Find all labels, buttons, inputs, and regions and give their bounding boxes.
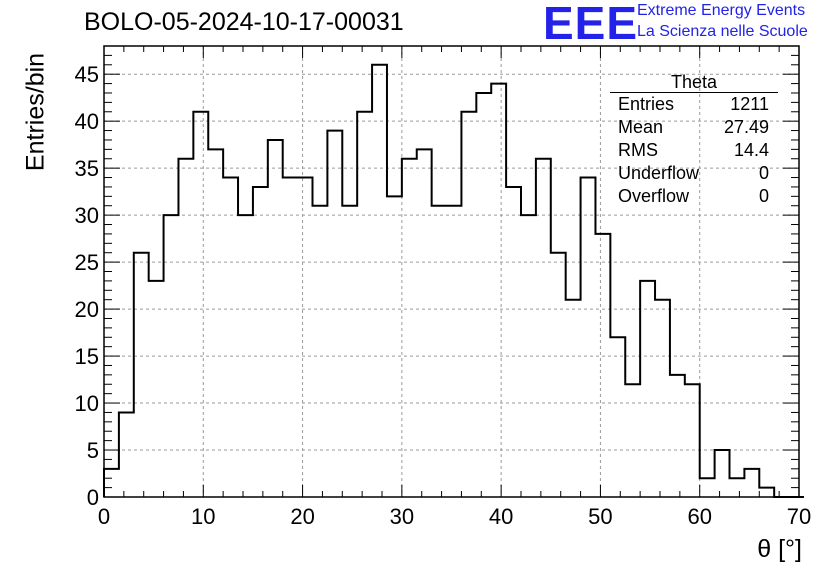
stats-label: Mean — [618, 117, 664, 137]
stats-row-mean: Mean 27.49 — [610, 116, 778, 139]
y-tick-label: 15 — [75, 344, 99, 369]
stats-title: Theta — [610, 72, 778, 93]
x-tick-label: 40 — [489, 504, 513, 529]
y-tick-label: 10 — [75, 391, 99, 416]
stats-row-overflow: Overflow 0 — [610, 185, 778, 208]
x-tick-label: 70 — [787, 504, 811, 529]
x-axis-label: θ [°] — [757, 535, 802, 563]
y-tick-label: 20 — [75, 297, 99, 322]
x-tick-label: 0 — [98, 504, 110, 529]
stats-label: RMS — [618, 140, 658, 160]
stats-row-entries: Entries 1211 — [610, 93, 778, 116]
y-tick-label: 40 — [75, 109, 99, 134]
stats-value: 1211 — [730, 94, 769, 114]
y-axis-label: Entries/bin — [21, 52, 50, 172]
eee-logo: EEE — [543, 0, 639, 49]
stats-value: 14.4 — [733, 140, 769, 160]
stats-label: Underflow — [618, 163, 700, 183]
stats-box: Theta Entries 1211 Mean 27.49 RMS 14.4 U… — [610, 72, 778, 208]
y-tick-label: 5 — [87, 438, 99, 463]
y-tick-label: 45 — [75, 62, 99, 87]
logo-caption-line2: La Scienza nelle Scuole — [637, 23, 808, 40]
stats-row-underflow: Underflow 0 — [610, 162, 778, 185]
y-tick-label: 25 — [75, 250, 99, 275]
stats-label: Overflow — [618, 186, 690, 206]
y-tick-label: 35 — [75, 156, 99, 181]
stats-value: 0 — [758, 163, 769, 183]
y-tick-label: 0 — [87, 485, 99, 510]
x-tick-label: 30 — [390, 504, 414, 529]
x-tick-label: 20 — [290, 504, 314, 529]
y-tick-label: 30 — [75, 203, 99, 228]
stats-row-rms: RMS 14.4 — [610, 139, 778, 162]
chart-title: BOLO-05-2024-10-17-00031 — [84, 8, 404, 36]
histogram-series-theta — [103, 63, 804, 498]
stats-label: Entries — [618, 94, 675, 114]
x-tick-label: 50 — [588, 504, 612, 529]
stats-value: 27.49 — [723, 117, 769, 137]
x-tick-label: 10 — [191, 504, 215, 529]
stats-value: 0 — [758, 186, 769, 206]
x-tick-label: 60 — [687, 504, 711, 529]
logo-caption-line1: Extreme Energy Events — [637, 2, 806, 19]
